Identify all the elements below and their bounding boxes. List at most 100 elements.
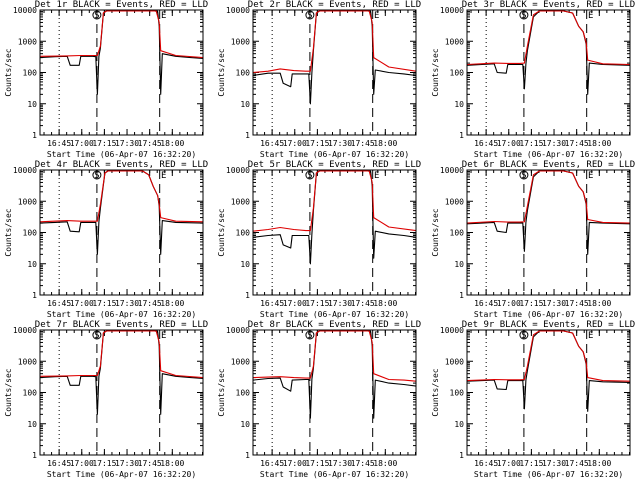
x-tick-label: 16:45 [260, 139, 284, 148]
y-tick-label: 10000 [440, 326, 464, 335]
lld-series-line [39, 170, 204, 223]
detector-panel: Det 4r BLACK = Events, RED = LLD Counts/s… [4, 160, 208, 319]
x-tick-label: 18:00 [160, 299, 184, 308]
lld-series-line [39, 10, 204, 59]
y-tick-label: 10 [454, 100, 464, 109]
x-tick-label: 17:15 [519, 299, 543, 308]
detector-panel: Det 3r BLACK = Events, RED = LLD Counts/s… [431, 0, 635, 159]
x-tick-label: 17:00 [70, 299, 94, 308]
x-tick-label: 16:45 [260, 299, 284, 308]
panel-title: Det 7r BLACK = Events, RED = LLD [35, 320, 208, 330]
panel-title: Det 5r BLACK = Events, RED = LLD [248, 160, 421, 170]
detector-panel: Det 9r BLACK = Events, RED = LLD Counts/s… [431, 320, 635, 479]
x-tick-label: 17:30 [542, 459, 566, 468]
events-series-line [252, 10, 417, 105]
x-tick-label: 17:30 [542, 139, 566, 148]
x-tick-label: 17:45 [565, 299, 589, 308]
start-marker-circle [305, 170, 315, 180]
y-tick-label: 1 [459, 131, 464, 140]
panel-title: Det 6r BLACK = Events, RED = LLD [462, 160, 635, 170]
start-marker-circle [305, 10, 315, 20]
x-tick-label: 17:30 [542, 299, 566, 308]
events-series-line [39, 10, 204, 95]
events-series-line [466, 10, 631, 95]
end-marker-label: E [161, 331, 166, 341]
y-tick-label: 1000 [231, 37, 250, 46]
x-tick-label: 16:45 [47, 299, 71, 308]
y-axis-label: Counts/sec [217, 368, 226, 416]
panel-title: Det 9r BLACK = Events, RED = LLD [462, 320, 635, 330]
y-tick-label: 10000 [13, 166, 37, 175]
plot-frame [39, 329, 204, 456]
start-marker-circle [519, 330, 529, 340]
x-axis-label: Start Time (06-Apr-07 16:32:20) [260, 150, 409, 159]
end-marker-label: E [374, 331, 379, 341]
y-tick-label: 100 [23, 229, 38, 238]
x-tick-label: 17:45 [138, 299, 162, 308]
x-tick-label: 17:30 [115, 299, 139, 308]
events-series-line [39, 170, 204, 255]
x-tick-label: 17:45 [138, 459, 162, 468]
x-tick-label: 17:15 [519, 459, 543, 468]
y-tick-label: 100 [236, 229, 251, 238]
panel-title: Det 1r BLACK = Events, RED = LLD [35, 0, 208, 10]
detector-panel: Det 2r BLACK = Events, RED = LLD Counts/s… [217, 0, 421, 159]
lld-series-line [39, 330, 204, 379]
panel-title: Det 8r BLACK = Events, RED = LLD [248, 320, 421, 330]
x-tick-label: 17:45 [138, 139, 162, 148]
plot-frame [466, 329, 631, 456]
y-tick-label: 100 [23, 389, 38, 398]
y-axis-label: Counts/sec [4, 208, 13, 256]
y-tick-label: 1000 [231, 197, 250, 206]
plot-frame [466, 169, 631, 296]
x-tick-label: 18:00 [373, 139, 397, 148]
plot-frame [39, 9, 204, 136]
y-tick-label: 1000 [445, 37, 464, 46]
lld-series-line [466, 170, 631, 224]
start-marker-label: S [307, 331, 312, 341]
plot-frame [252, 329, 417, 456]
start-marker-circle [92, 170, 102, 180]
y-axis-label: Counts/sec [4, 368, 13, 416]
lld-series-line [252, 330, 417, 382]
x-tick-label: 16:45 [47, 459, 71, 468]
start-marker-label: S [307, 171, 312, 181]
start-marker-label: S [94, 331, 99, 341]
y-tick-label: 1 [32, 131, 37, 140]
panel-title: Det 4r BLACK = Events, RED = LLD [35, 160, 208, 170]
x-tick-label: 17:15 [305, 299, 329, 308]
y-tick-label: 10 [27, 420, 37, 429]
y-tick-label: 10 [27, 100, 37, 109]
y-axis-label: Counts/sec [217, 48, 226, 96]
start-marker-circle [519, 170, 529, 180]
detector-panel: Det 8r BLACK = Events, RED = LLD Counts/s… [217, 320, 421, 479]
x-tick-label: 17:15 [92, 459, 116, 468]
y-tick-label: 100 [450, 229, 465, 238]
x-tick-label: 18:00 [373, 299, 397, 308]
x-tick-label: 17:30 [328, 299, 352, 308]
x-tick-label: 17:15 [519, 139, 543, 148]
x-tick-label: 17:30 [328, 459, 352, 468]
x-tick-label: 17:00 [283, 139, 307, 148]
x-tick-label: 17:30 [115, 139, 139, 148]
end-marker-label: E [161, 171, 166, 181]
x-tick-label: 17:45 [351, 299, 375, 308]
lld-series-line [466, 330, 631, 382]
x-tick-label: 16:45 [474, 139, 498, 148]
y-tick-label: 1 [459, 451, 464, 460]
start-marker-label: S [94, 171, 99, 181]
x-tick-label: 17:00 [283, 459, 307, 468]
x-axis-label: Start Time (06-Apr-07 16:32:20) [47, 310, 196, 319]
events-series-line [252, 330, 417, 419]
y-tick-label: 1 [245, 451, 250, 460]
start-marker-circle [92, 330, 102, 340]
x-tick-label: 18:00 [587, 459, 611, 468]
end-marker-label: E [588, 171, 593, 181]
x-tick-label: 16:45 [474, 459, 498, 468]
x-tick-label: 18:00 [160, 459, 184, 468]
y-tick-label: 100 [450, 389, 465, 398]
lld-series-line [252, 170, 417, 232]
y-tick-label: 1 [245, 131, 250, 140]
end-marker-label: E [374, 11, 379, 21]
x-axis-label: Start Time (06-Apr-07 16:32:20) [260, 470, 409, 479]
